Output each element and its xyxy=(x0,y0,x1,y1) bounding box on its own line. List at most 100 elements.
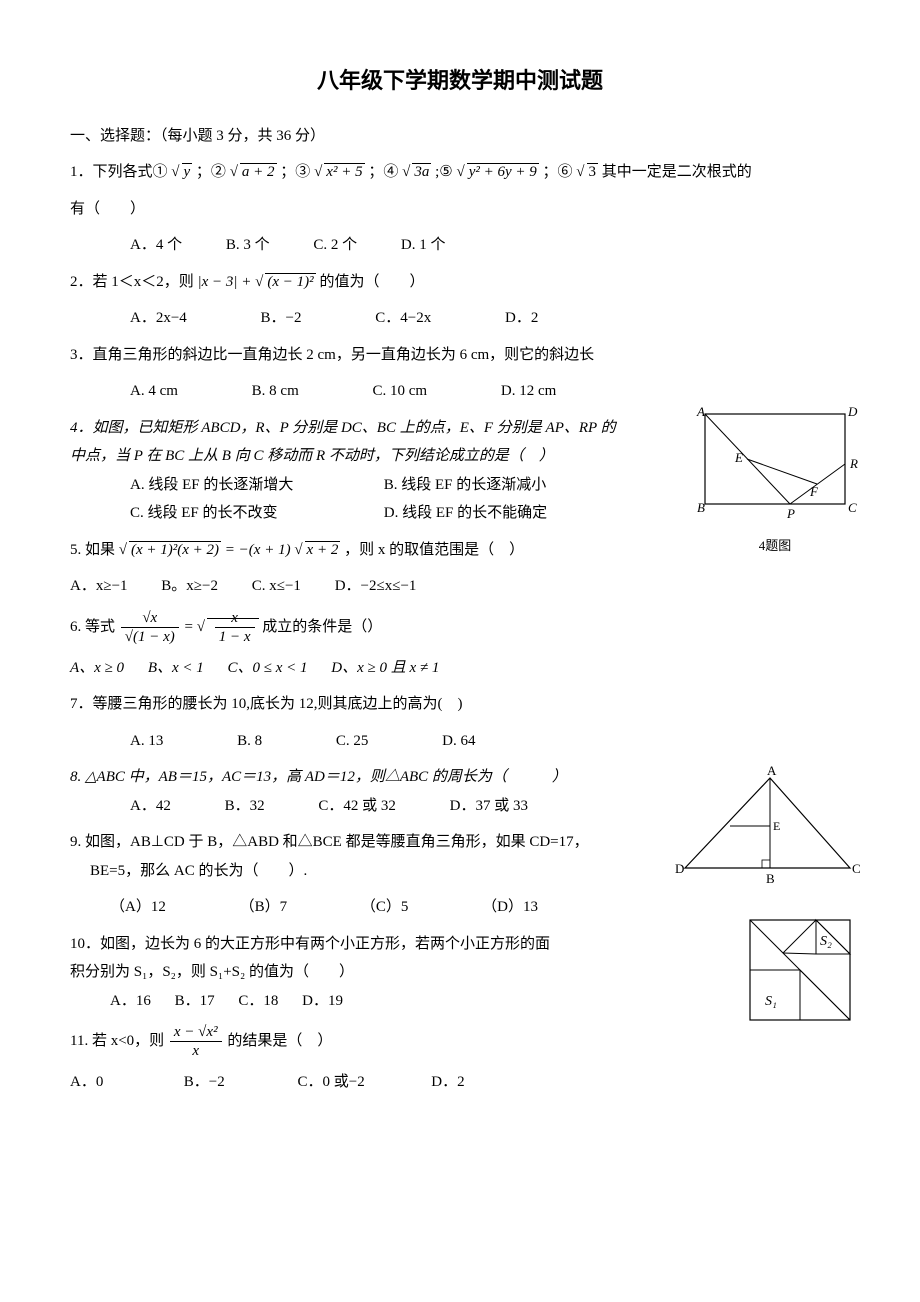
svg-text:R: R xyxy=(849,456,858,471)
q10-line2: 积分别为 S₁，S₂，则 S₁+S₂ 的值为（ ） xyxy=(70,958,650,987)
q2-opt-d: D．2 xyxy=(505,304,538,333)
q1-stem-a: 1．下列各式① xyxy=(70,164,168,180)
svg-text:S₁: S₁ xyxy=(765,994,777,1009)
q6-opt-c: C、0 ≤ x < 1 xyxy=(228,660,308,676)
q7-opt-a: A. 13 xyxy=(130,727,163,756)
q8-opt-d: D．37 或 33 xyxy=(450,792,528,821)
question-9: 9. 如图，AB⊥CD 于 B，△ABD 和△BCE 都是等腰直角三角形，如果 … xyxy=(70,828,850,885)
q4-opt-c: C. 线段 EF 的长不改变 xyxy=(130,499,380,528)
q11-opt-a: A．0 xyxy=(70,1068,180,1097)
q11-opt-d: D．2 xyxy=(431,1074,464,1090)
q4-opt-b: B. 线段 EF 的长逐渐减小 xyxy=(384,477,547,493)
svg-text:E: E xyxy=(734,450,743,465)
page-title: 八年级下学期数学期中测试题 xyxy=(70,60,850,102)
q9-opt-a: （A）12 xyxy=(110,893,166,922)
svg-text:D: D xyxy=(847,404,858,419)
q5-opt-c: C. x≤−1 xyxy=(252,578,301,594)
q4-line2: 中点，当 P 在 BC 上从 B 向 C 移动而 R 不动时，下列结论成立的是（… xyxy=(70,442,650,471)
q2-options: A．2x−4 B．−2 C．4−2x D．2 xyxy=(70,304,850,333)
question-7: 7．等腰三角形的腰长为 10,底长为 12,则其底边上的高为( ) xyxy=(70,690,850,719)
q6-eq: = xyxy=(185,619,197,635)
q4-line1: 4．如图，已知矩形 ABCD，R、P 分别是 DC、BC 上的点，E、F 分别是… xyxy=(70,414,650,443)
q11-opt-b: B．−2 xyxy=(184,1068,294,1097)
q1-options: A．4 个 B. 3 个 C. 2 个 D. 1 个 xyxy=(70,231,850,260)
q4-opt-d: D. 线段 EF 的长不能确定 xyxy=(384,505,547,521)
q5-stem-a: 5. 如果 xyxy=(70,542,119,558)
q6-opt-a: A、x ≥ 0 xyxy=(70,660,124,676)
q3-opt-a: A. 4 cm xyxy=(130,377,178,406)
q5-opt-a: A．x≥−1 xyxy=(70,578,128,594)
q9-opt-d: （D）13 xyxy=(482,893,538,922)
q1-sep1: ；② xyxy=(196,164,226,180)
q1-rad6: 3 xyxy=(576,158,598,187)
q8-opt-c: C．42 或 32 xyxy=(318,792,396,821)
svg-text:B: B xyxy=(697,500,705,515)
q1-rad5: y² + 6y + 9 xyxy=(456,158,538,187)
question-5: 5. 如果 (x + 1)²(x + 2) = −(x + 1) x + 2 ，… xyxy=(70,536,850,565)
figure-q10: S₁ S₂ xyxy=(740,910,860,1041)
q2-abs: |x − 3| + xyxy=(198,274,256,290)
question-10: 10．如图，边长为 6 的大正方形中有两个小正方形，若两个小正方形的面 积分别为… xyxy=(70,930,850,1016)
q1-rad3: x² + 5 xyxy=(314,158,365,187)
q1-opt-a: A．4 个 xyxy=(130,231,182,260)
q2-opt-a: A．2x−4 xyxy=(130,304,187,333)
q1-opt-b: B. 3 个 xyxy=(226,231,270,260)
q10-line1: 10．如图，边长为 6 的大正方形中有两个小正方形，若两个小正方形的面 xyxy=(70,930,650,959)
q1-rad1: y xyxy=(171,158,192,187)
svg-text:C: C xyxy=(852,861,860,876)
svg-text:P: P xyxy=(786,506,795,521)
q3-opt-c: C. 10 cm xyxy=(373,377,428,406)
q6-stem-a: 6. 等式 xyxy=(70,619,119,635)
q4-opt-a: A. 线段 EF 的长逐渐增大 xyxy=(130,471,380,500)
q1-sep3: ；④ xyxy=(368,164,398,180)
q6-tail: 成立的条件是（） xyxy=(262,619,382,635)
svg-text:A: A xyxy=(767,763,777,778)
q9-line1: 9. 如图，AB⊥CD 于 B，△ABD 和△BCE 都是等腰直角三角形，如果 … xyxy=(70,828,650,857)
q8-stem: 8. △ABC 中，AB＝15，AC＝13，高 AD＝12，则△ABC 的周长为… xyxy=(70,763,650,792)
q2-opt-b: B．−2 xyxy=(261,304,302,333)
q6-opt-d: D、x ≥ 0 且 x ≠ 1 xyxy=(331,660,439,676)
q7-opt-d: D. 64 xyxy=(442,727,475,756)
svg-text:S₂: S₂ xyxy=(820,934,832,949)
question-4: 4．如图，已知矩形 ABCD，R、P 分别是 DC、BC 上的点，E、F 分别是… xyxy=(70,414,850,528)
q11-opt-c: C．0 或−2 xyxy=(298,1068,428,1097)
q1-sep5: ；⑥ xyxy=(543,164,573,180)
q2-stem-a: 2．若 1＜x＜2，则 xyxy=(70,274,198,290)
q5-rad2: x + 2 xyxy=(294,536,340,565)
q11-tail: 的结果是（ ） xyxy=(227,1033,332,1049)
question-3: 3．直角三角形的斜边比一直角边长 2 cm，另一直角边长为 6 cm，则它的斜边… xyxy=(70,341,850,370)
q10-opt-a: A．16 xyxy=(110,987,151,1016)
q2-rad: (x − 1)² xyxy=(255,268,316,297)
q10-options: A．16 B．17 C．18 D．19 xyxy=(70,987,650,1016)
svg-text:A: A xyxy=(696,404,705,419)
q1-sep4: ;⑤ xyxy=(435,164,453,180)
q10-opt-d: D．19 xyxy=(302,987,343,1016)
q1-opt-d: D. 1 个 xyxy=(401,231,446,260)
question-2: 2．若 1＜x＜2，则 |x − 3| + (x − 1)² 的值为（ ） xyxy=(70,268,850,297)
q6-rad-right: x 1 − x xyxy=(197,609,259,646)
q5-mid: = −(x + 1) xyxy=(225,542,291,558)
question-8: 8. △ABC 中，AB＝15，AC＝13，高 AD＝12，则△ABC 的周长为… xyxy=(70,763,850,820)
q3-opt-b: B. 8 cm xyxy=(252,377,299,406)
question-6: 6. 等式 √x √(1 − x) = x 1 − x 成立的条件是（） xyxy=(70,609,850,646)
q1-opt-c: C. 2 个 xyxy=(313,231,357,260)
q2-tail: 的值为（ ） xyxy=(319,274,424,290)
svg-text:C: C xyxy=(848,500,857,515)
q5-opt-d: D．−2≤x≤−1 xyxy=(335,578,417,594)
q7-opt-c: C. 25 xyxy=(336,727,369,756)
q1-rad4: 3a xyxy=(402,158,431,187)
q11-frac: x − √x² x xyxy=(170,1023,222,1060)
svg-text:F: F xyxy=(809,484,819,499)
q7-options: A. 13 B. 8 C. 25 D. 64 xyxy=(70,727,850,756)
q9-opt-c: （C）5 xyxy=(361,893,409,922)
q5-tail: ，则 x 的取值范围是（ ） xyxy=(344,542,524,558)
q1-sep2: ；③ xyxy=(280,164,310,180)
q8-opt-a: A．42 xyxy=(130,792,171,821)
q3-options: A. 4 cm B. 8 cm C. 10 cm D. 12 cm xyxy=(70,377,850,406)
q1-tail: 其中一定是二次根式的 xyxy=(602,164,752,180)
q2-opt-c: C．4−2x xyxy=(375,304,431,333)
question-1: 1．下列各式① y ；② a + 2 ；③ x² + 5 ；④ 3a ;⑤ y²… xyxy=(70,158,850,187)
q8-opt-b: B．32 xyxy=(225,792,265,821)
q1-line2: 有（ ） xyxy=(70,195,850,224)
q6-opt-b: B、x < 1 xyxy=(148,660,204,676)
